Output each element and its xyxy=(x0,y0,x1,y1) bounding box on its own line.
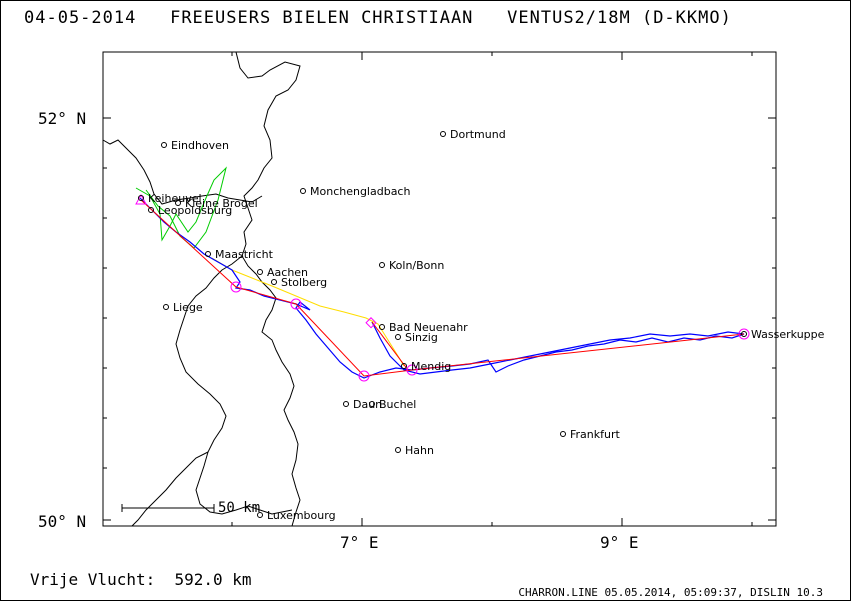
city-marker xyxy=(300,188,306,194)
distance-label: Vrije Vlucht: xyxy=(30,570,156,589)
turnpoint-marker xyxy=(365,317,377,329)
task-lines xyxy=(140,199,745,377)
city-label: Koln/Bonn xyxy=(389,259,444,272)
city-marker xyxy=(271,279,277,285)
gps-track xyxy=(139,197,745,379)
axis-ticks xyxy=(103,52,776,526)
city-label: Mendig xyxy=(411,360,451,373)
city-label: Maastricht xyxy=(215,248,274,261)
turnpoint-circle xyxy=(406,364,418,376)
city-label: Sinzig xyxy=(405,331,438,344)
city-marker xyxy=(257,269,263,275)
city-marker xyxy=(205,251,211,257)
city-marker xyxy=(257,512,263,518)
final-glide-track xyxy=(211,257,405,367)
city-labels: Eindhoven Dortmund Monchengladbach Keiheuve… xyxy=(138,128,825,522)
lat-label-50: 50° N xyxy=(38,512,86,531)
city-marker xyxy=(395,447,401,453)
glider-name: VENTUS2/18M (D-KKMO) xyxy=(507,8,732,28)
city-label: Keiheuvel xyxy=(148,192,202,205)
city-label: Buchel xyxy=(379,398,416,411)
city-marker xyxy=(395,334,401,340)
city-marker xyxy=(148,207,154,213)
city-label: Bad Neuenahr xyxy=(389,321,468,334)
city-marker xyxy=(741,331,747,337)
city-label: Stolberg xyxy=(281,276,327,289)
city-label: Liege xyxy=(173,301,203,314)
city-label: Wasserkuppe xyxy=(751,328,825,341)
city-label: Aachen xyxy=(267,266,308,279)
distance-value: 592.0 km xyxy=(174,570,252,589)
city-label: Luxembourg xyxy=(267,509,336,522)
city-marker xyxy=(379,262,385,268)
city-marker xyxy=(161,142,167,148)
city-marker xyxy=(343,401,349,407)
flight-date: 04-05-2014 xyxy=(24,8,137,28)
lat-label-52: 52° N xyxy=(38,109,86,128)
flight-title: 04-05-2014 FREEUSERS BIELEN CHRISTIAAN V… xyxy=(24,8,834,28)
plot-frame xyxy=(102,51,777,527)
lon-label-9: 9° E xyxy=(600,533,639,552)
city-label: Daun xyxy=(353,398,382,411)
country-borders xyxy=(102,51,301,527)
scale-label: 50 km xyxy=(218,500,261,516)
start-track xyxy=(135,166,227,249)
city-marker xyxy=(163,304,169,310)
distance-readout: Vrije Vlucht: 592.0 km xyxy=(30,570,252,589)
city-marker xyxy=(401,363,407,369)
footer-info: CHARRON.LINE 05.05.2014, 05:09:37, DISLI… xyxy=(518,586,823,599)
city-marker xyxy=(175,200,181,206)
city-marker xyxy=(369,401,375,407)
city-label: Frankfurt xyxy=(570,428,620,441)
turnpoint-circle xyxy=(230,281,242,293)
city-label: Kleine Brogel xyxy=(185,197,258,210)
city-marker xyxy=(138,195,144,201)
city-marker xyxy=(440,131,446,137)
city-marker xyxy=(560,431,566,437)
turnpoints xyxy=(135,193,750,382)
city-label: Eindhoven xyxy=(171,139,229,152)
city-label: Dortmund xyxy=(450,128,506,141)
city-label: Leopoldsburg xyxy=(158,204,232,217)
turnpoint-circle xyxy=(358,370,370,382)
city-label: Monchengladbach xyxy=(310,185,410,198)
pilot-name: FREEUSERS BIELEN CHRISTIAAN xyxy=(170,8,474,28)
city-label: Hahn xyxy=(405,444,434,457)
city-marker xyxy=(379,324,385,330)
scale-bar xyxy=(121,504,215,512)
turnpoint-circle xyxy=(290,298,302,310)
turnpoint-circle xyxy=(738,328,750,340)
task-leg-2 xyxy=(371,321,409,371)
lon-label-7: 7° E xyxy=(340,533,379,552)
